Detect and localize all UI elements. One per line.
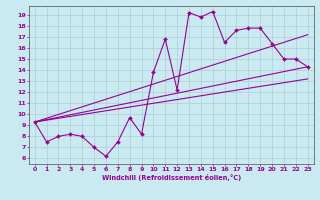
X-axis label: Windchill (Refroidissement éolien,°C): Windchill (Refroidissement éolien,°C): [101, 174, 241, 181]
